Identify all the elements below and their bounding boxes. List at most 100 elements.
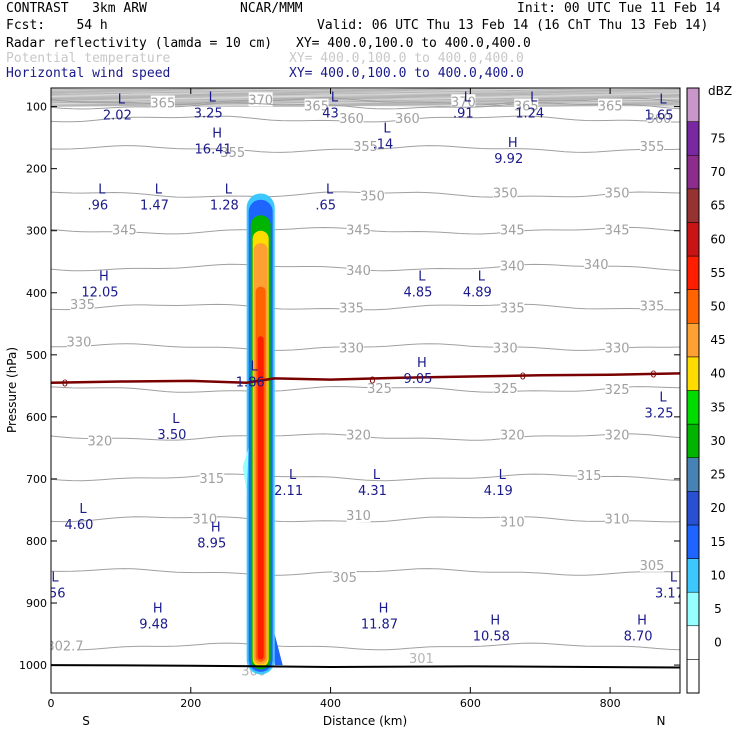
theta-label-bg [70,297,95,312]
theta-label: 355 [353,140,378,155]
colorbar-swatch [686,524,700,559]
theta-label: 350 [493,186,518,201]
x-tick-label: 400 [320,697,341,710]
theta-label-bg [605,222,630,237]
theta-label-bg [605,185,630,200]
theta-label: 310 [500,515,525,530]
theta-label-bg [493,380,518,395]
theta-contour-325 [51,385,680,393]
wind-extremum-value: 4.89 [463,285,492,300]
theta-label-bg [192,511,217,526]
wind-extremum-type: H [211,521,221,536]
theta-label-bg [493,340,518,355]
y-tick-label: 100 [26,101,47,114]
theta-label: 345 [605,224,630,239]
theta-label: 345 [500,224,525,239]
wind-extremum-value: .91 [453,107,474,122]
y-tick-label: 400 [26,287,47,300]
colorbar-level-label: 5 [714,602,722,616]
theta-label-bg [367,380,392,395]
theta-label: 335 [640,299,665,314]
wind-extremum-value: 12.05 [81,285,118,300]
wind-extremum-value: 43 [322,107,339,122]
theta-label-bg [346,263,371,278]
colorbar-swatch [686,188,700,223]
theta-contour-upper [51,92,680,95]
wind-extremum-value: 4.31 [358,484,387,499]
x-end-label-south: S [82,714,90,728]
colorbar-swatch [686,390,700,425]
colorbar-level-label: 60 [710,232,725,246]
wind-extremum-type: L [383,122,391,137]
wind-extremum-value: 4.19 [484,484,513,499]
colorbar-level-label: 45 [710,333,725,347]
colorbar-level-label: 35 [710,400,725,414]
theta-label: 370 [248,93,273,108]
theta-label: 340 [500,260,525,275]
theta-contour-upper [51,100,680,103]
wind-extremum-type: L [478,269,486,284]
freezing-label: 0 [369,376,375,387]
theta-label-bg [360,188,385,203]
theta-label-bg [500,300,525,315]
theta-label: 320 [88,435,113,450]
colorbar-swatch [686,222,700,257]
model-name: CONTRAST 3km ARW [6,1,147,16]
theta-label: 320 [500,428,525,443]
wind-extremum-type: H [490,614,500,629]
colorbar-swatch [686,289,700,324]
colorbar-level-label: 15 [710,535,725,549]
theta-label-bg [640,298,665,313]
theta-label: 335 [70,298,95,313]
wind-extremum-value: 10.58 [473,630,510,645]
theta-label: 350 [360,190,385,205]
theta-label: 365 [304,100,329,115]
theta-contour-335 [51,303,680,311]
theta-label-bg [514,98,539,113]
theta-label-bg [500,258,525,273]
reflectivity-fringe [274,634,283,666]
colorbar-level-label: 30 [710,434,725,448]
theta-contour-302.7 [51,642,680,651]
theta-contour-upper [51,94,680,96]
field-3-label: Horizontal wind speed [6,66,171,81]
wind-extremum-type: L [225,182,233,197]
y-tick-label: 800 [26,535,47,548]
theta-label: 330 [605,342,630,357]
colorbar-swatch [686,154,700,190]
wind-extremum-value: 1.24 [515,107,544,122]
theta-label: 315 [577,469,602,484]
theta-label-bg [199,470,224,485]
theta-label: 325 [493,382,518,397]
theta-label: 325 [367,382,392,397]
theta-contour-305 [51,568,680,576]
wind-extremum-type: L [79,502,87,517]
colorbar-level-label: 40 [710,367,725,381]
theta-label: 350 [605,186,630,201]
wind-extremum-type: L [331,91,339,106]
wind-extremum-type: H [153,601,163,616]
theta-label: 330 [493,342,518,357]
wind-extremum-type: H [508,136,518,151]
wind-extremum-value: .14 [373,138,394,153]
wind-extremum-type: H [379,601,389,616]
wind-extremum-value: 2.11 [274,484,303,499]
y-tick-label: 500 [26,349,47,362]
wind-extremum-value: 9.92 [494,152,523,167]
theta-label: 360 [395,112,420,127]
theta-label-bg [346,508,371,523]
x-tick-label: 800 [600,697,621,710]
theta-label-bg [332,570,357,585]
theta-label-bg [605,427,630,442]
theta-label-bg [353,138,378,153]
plot-frame [50,87,681,694]
colorbar-swatch [686,558,700,593]
y-axis-label: Pressure (hPa) [5,347,19,433]
theta-label: 310 [605,512,630,527]
wind-extremum-value: 1.28 [210,198,239,213]
theta-label-bg [584,256,609,271]
colorbar-swatch [686,323,700,358]
wind-extremum-type: L [326,182,334,197]
freezing-label: 0 [62,379,68,390]
colorbar-swatch [686,255,700,290]
